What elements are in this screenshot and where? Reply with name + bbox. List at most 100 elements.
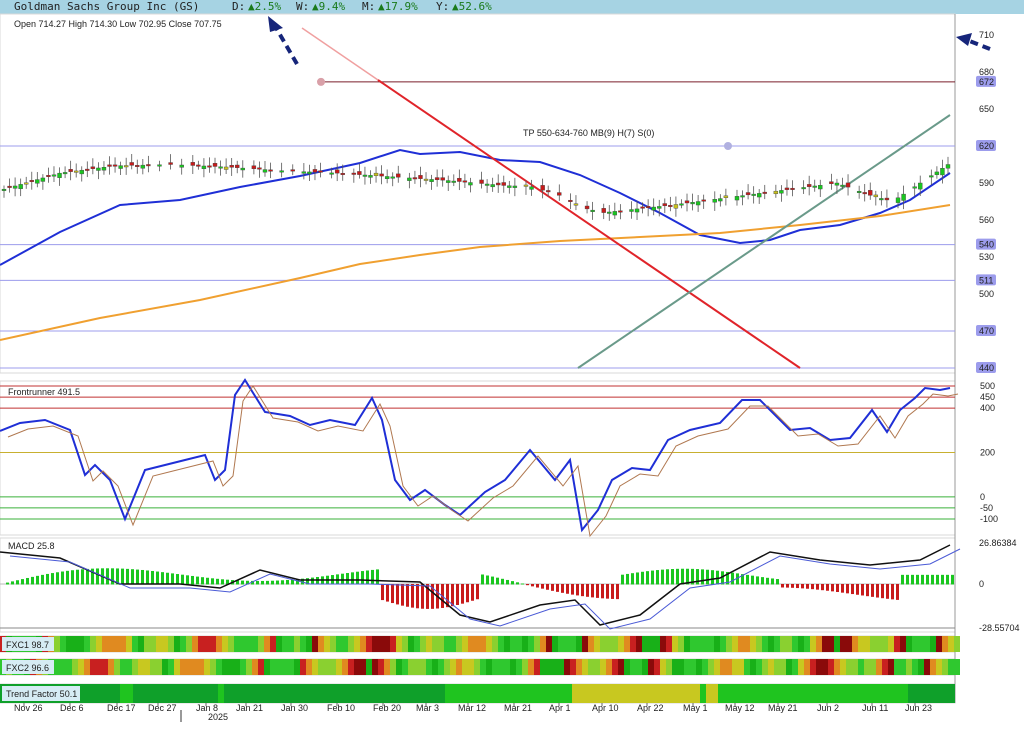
heat-cell <box>720 659 726 675</box>
heat-cell <box>564 636 570 652</box>
macd-histogram-bar <box>776 579 779 585</box>
heat-cell <box>426 659 432 675</box>
heat-cell <box>858 659 864 675</box>
heat-cell <box>384 636 390 652</box>
candle-body <box>940 167 945 176</box>
candle-body <box>301 171 307 174</box>
macd-histogram-bar <box>91 568 94 585</box>
heat-cell <box>126 636 132 652</box>
candle-body <box>462 180 468 183</box>
heat-cell <box>900 636 906 652</box>
heat-cell <box>660 659 666 675</box>
heat-cell <box>396 659 402 675</box>
x-tick-label: May 21 <box>768 703 798 713</box>
x-tick-label: Apr 22 <box>637 703 664 713</box>
macd-histogram-bar <box>6 582 9 585</box>
macd-histogram-bar <box>571 584 574 595</box>
heat-cell <box>696 636 702 652</box>
heat-cell <box>150 636 156 652</box>
candle-body <box>235 164 240 168</box>
macd-histogram-bar <box>411 584 414 608</box>
candle-body <box>429 179 434 182</box>
candle-body <box>751 193 756 196</box>
macd-histogram-bar <box>121 568 124 585</box>
macd-histogram-bar <box>226 579 229 585</box>
candle-body <box>812 185 817 188</box>
price-tag <box>976 325 996 336</box>
heat-cell <box>324 659 330 675</box>
candlesticks <box>1 154 951 221</box>
heat-cell <box>186 659 192 675</box>
candle-body <box>46 175 51 177</box>
candle-body <box>484 183 490 186</box>
heat-cell <box>246 636 252 652</box>
heat-cell <box>474 659 480 675</box>
heat-cell <box>468 636 474 652</box>
heat-cell <box>636 636 642 652</box>
macd-histogram-bar <box>21 579 24 585</box>
candle-body <box>618 210 623 213</box>
candle-body <box>451 180 456 183</box>
heat-cell <box>228 636 234 652</box>
panel-frames <box>0 13 956 704</box>
heat-cell <box>642 636 648 652</box>
macd-histogram-bar <box>781 584 784 588</box>
heat-cell <box>948 636 954 652</box>
candle-body <box>873 194 879 198</box>
heat-cell <box>330 659 336 675</box>
heat-cell <box>714 636 720 652</box>
macd-histogram-bar <box>76 569 79 585</box>
heat-cell <box>834 659 840 675</box>
macd-histogram-bar <box>216 578 219 585</box>
trend-lines <box>301 27 951 369</box>
candle-body <box>590 209 595 212</box>
macd-histogram-bar <box>511 581 514 585</box>
macd-histogram-bar <box>906 574 909 585</box>
macd-histogram-bar <box>506 579 509 585</box>
moving-averages <box>0 148 951 341</box>
day-change-label: D: <box>232 0 246 13</box>
candle-body <box>118 165 123 169</box>
heat-cell <box>240 636 246 652</box>
candle-body <box>329 172 334 175</box>
macd-histogram-bar <box>346 573 349 585</box>
candle-body <box>668 204 673 207</box>
day-change-value: ▲2.5% <box>248 0 282 13</box>
macd-histogram-bar <box>11 581 14 585</box>
heat-cell <box>702 659 708 675</box>
candle-body <box>62 172 68 175</box>
candle-body <box>357 171 362 175</box>
candle-body <box>945 164 951 169</box>
heat-cell <box>576 659 582 675</box>
level-anchor <box>724 142 732 150</box>
macd-histogram-bar <box>461 584 464 604</box>
heat-cell <box>660 636 666 652</box>
trend-factor-segment <box>908 684 955 703</box>
macd-histogram-bar <box>46 573 49 585</box>
candle-body <box>523 184 529 187</box>
candle-body <box>307 171 312 174</box>
macd-histogram-bar <box>761 577 764 585</box>
heat-cell <box>294 659 300 675</box>
x-tick-label: May 1 <box>683 703 708 713</box>
year-change-label: Y: <box>436 0 450 13</box>
heat-cell <box>174 636 180 652</box>
candle-body <box>895 197 901 203</box>
macd-histogram-bar <box>921 574 924 585</box>
candle-body <box>601 208 606 213</box>
heat-cell <box>186 636 192 652</box>
candle-body <box>240 167 245 171</box>
heat-cell <box>888 659 894 675</box>
heat-cell <box>318 636 324 652</box>
tp-annotation: TP 550-634-760 MB(9) H(7) S(0) <box>523 128 654 138</box>
heat-cell <box>822 636 828 652</box>
heat-cell <box>480 659 486 675</box>
x-tick-label: Dec 6 <box>60 703 84 713</box>
price-tick-label: 560 <box>979 215 994 225</box>
macd-histogram-bar <box>486 575 489 585</box>
heat-cell <box>84 659 90 675</box>
heat-cell <box>558 659 564 675</box>
arrow-left-annotation-icon <box>956 33 991 51</box>
macd-histogram-bar <box>741 574 744 585</box>
